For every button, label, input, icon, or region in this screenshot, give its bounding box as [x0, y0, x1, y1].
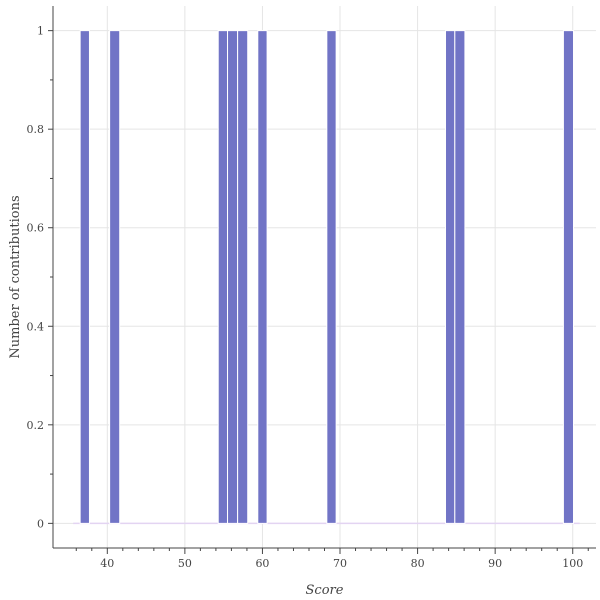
x-axis-title: Score [306, 583, 344, 598]
y-tick-label: 0.4 [27, 320, 45, 333]
histogram-bar [217, 30, 229, 524]
y-tick-label: 0.6 [27, 222, 45, 235]
y-tick-label: 1 [37, 25, 44, 38]
y-tick-label: 0.8 [27, 123, 45, 136]
histogram-bar [227, 30, 239, 524]
histogram-bar [257, 30, 268, 524]
histogram-bar [326, 30, 337, 524]
histogram-bar [562, 30, 575, 524]
x-tick-label: 100 [562, 557, 583, 570]
y-tick-label: 0 [37, 517, 44, 530]
x-tick-label: 80 [411, 557, 425, 570]
y-tick-label: 0.2 [27, 419, 45, 432]
histogram-bar [79, 30, 90, 524]
x-tick-label: 70 [333, 557, 347, 570]
bars-layer [73, 30, 580, 525]
histogram-bar [445, 30, 456, 524]
grid-layer [53, 6, 596, 548]
histogram-bar [237, 30, 249, 524]
x-tick-label: 40 [100, 557, 114, 570]
x-tick-label: 50 [178, 557, 192, 570]
x-tick-label: 90 [488, 557, 502, 570]
axes-layer: 0 0.2 0.4 0.6 0.8 1 40 50 60 70 80 90 100 [27, 6, 596, 570]
y-axis-title: Number of contributions [8, 195, 23, 358]
histogram-bar [109, 30, 121, 524]
x-tick-label: 60 [255, 557, 269, 570]
histogram-bar [454, 30, 466, 524]
